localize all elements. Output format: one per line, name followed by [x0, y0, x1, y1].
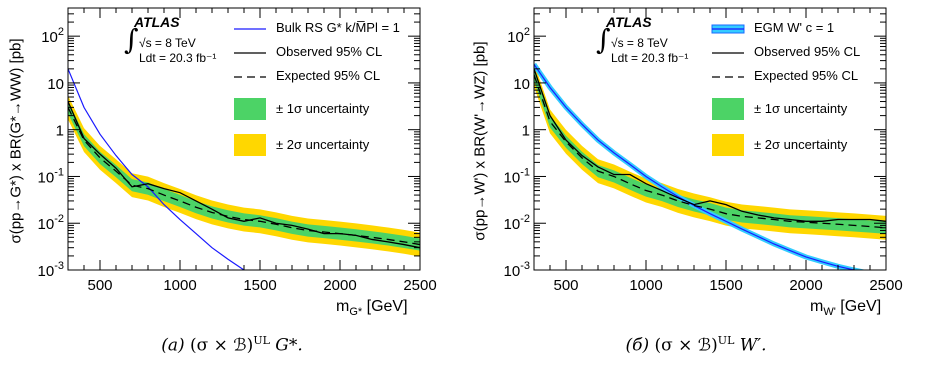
- y-tick-label: 10: [513, 76, 530, 93]
- y-tick-label: 10-1: [504, 166, 530, 186]
- observed-limit-line: [68, 101, 420, 249]
- y-tick-label: 10-3: [504, 260, 530, 280]
- x-tick-label: 2000: [323, 277, 356, 294]
- legend-label: ± 2σ uncertainty: [754, 137, 848, 152]
- x-tick-label: 500: [553, 277, 578, 294]
- atlas-label: ATLAS: [606, 14, 652, 30]
- x-tick-label: 2000: [789, 277, 822, 294]
- legend-symbol: [234, 98, 266, 120]
- atlas-label: ATLAS: [134, 14, 180, 30]
- x-axis-title: mW' [GeV]: [810, 298, 882, 319]
- plot-area: [534, 62, 886, 270]
- legend-band2-swatch: [234, 134, 266, 156]
- legend-label: ± 1σ uncertainty: [754, 101, 848, 116]
- x-tick-label: 1000: [163, 277, 196, 294]
- x-tick-label: 1000: [629, 277, 662, 294]
- y-tick-label: 10-2: [38, 213, 64, 233]
- x-tick-label: 2500: [403, 277, 436, 294]
- lumi-label: Ldt = 20.3 fb⁻¹: [611, 51, 689, 65]
- chart-panel-right: σ(pp→W') x BR(W'→WZ) [pb] 500 1000 1500 200…: [464, 0, 928, 370]
- figure-caption: (a) (σ × ℬ)UL G*.: [161, 334, 303, 356]
- energy-label: √s = 8 TeV: [139, 36, 196, 50]
- legend-label: Expected 95% CL: [276, 68, 381, 83]
- theory-curve: [534, 63, 857, 270]
- x-tick-label: 1500: [709, 277, 742, 294]
- plot-area: [68, 68, 420, 270]
- energy-label: √s = 8 TeV: [611, 36, 668, 50]
- legend-symbol: [711, 24, 745, 34]
- y-tick-label: 102: [41, 26, 64, 46]
- legend-band1-swatch: [712, 98, 744, 120]
- x-tick-label: 500: [87, 277, 112, 294]
- integral-symbol: ∫: [596, 23, 611, 56]
- y-tick-label: 102: [507, 26, 530, 46]
- x-axis-title: mG* [GeV]: [336, 298, 408, 319]
- expected-limit-line: [534, 74, 886, 229]
- legend-symbol: [234, 76, 266, 78]
- legend-symbol: [234, 52, 266, 54]
- y-tick-label: 10-2: [504, 213, 530, 233]
- x-tick-label: 1500: [243, 277, 276, 294]
- legend-symbol: [712, 76, 744, 78]
- legend-symbol: [234, 134, 266, 156]
- legend-label: Expected 95% CL: [754, 68, 859, 83]
- luminosity-box: ∫ √s = 8 TeV Ldt = 20.3 fb⁻¹: [124, 26, 217, 66]
- y-tick-label: 10-1: [38, 166, 64, 186]
- legend-label: Observed 95% CL: [754, 44, 861, 59]
- integral-symbol: ∫: [124, 23, 139, 56]
- legend-label: EGM W' c = 1: [754, 20, 835, 35]
- legend-label: ± 2σ uncertainty: [276, 137, 370, 152]
- chart-panel-left: σ(pp→G*) x BR(G*→WW) [pb] 500 1000 1500 200…: [8, 7, 437, 356]
- plot-svg-right: 500 1000 1500 2000 2500 10-3 10-2 10-1 1 10 102: [504, 7, 903, 294]
- legend-label: ± 1σ uncertainty: [276, 101, 370, 116]
- theory-curve: [68, 68, 245, 270]
- legend-symbol: [712, 52, 744, 54]
- legend-band1-swatch: [234, 98, 266, 120]
- x-tick-label: 2500: [869, 277, 902, 294]
- legend-symbol: [234, 28, 266, 30]
- luminosity-box: ∫ √s = 8 TeV Ldt = 20.3 fb⁻¹: [596, 26, 689, 66]
- observed-limit-line: [534, 68, 886, 222]
- figure-caption: (б) (σ × ℬ)UL W′.: [625, 334, 767, 356]
- y-tick-label: 10-3: [38, 260, 64, 280]
- legend-label: Observed 95% CL: [276, 44, 383, 59]
- legend-label: Bulk RS G* k/M̅Pl = 1: [276, 20, 400, 35]
- lumi-label: Ldt = 20.3 fb⁻¹: [139, 51, 217, 65]
- legend-symbol: [712, 134, 744, 156]
- plot-svg-left: 500 1000 1500 2000 2500 10-3 10-2 10-1 1 10 102: [38, 7, 437, 294]
- legend-symbol: [712, 98, 744, 120]
- legend-band2-swatch: [712, 134, 744, 156]
- y-tick-label: 1: [522, 123, 530, 140]
- y-tick-label: 10: [47, 76, 64, 93]
- y-tick-label: 1: [56, 123, 64, 140]
